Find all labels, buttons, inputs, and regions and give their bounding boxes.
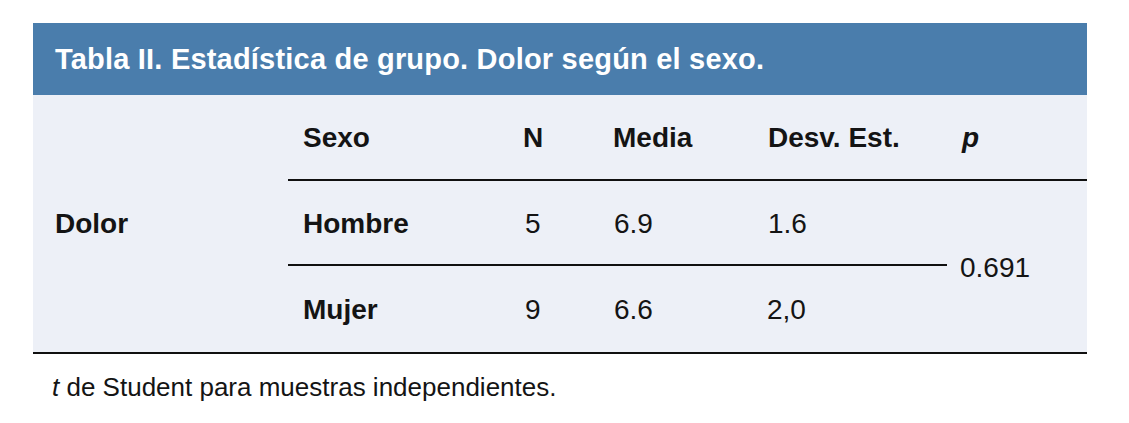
cell-sexo-mujer: Mujer (303, 293, 378, 327)
column-header-n: N (523, 121, 543, 155)
table-figure: Tabla II. Estadística de grupo. Dolor se… (0, 0, 1129, 423)
column-header-desv-est: Desv. Est. (768, 121, 900, 155)
cell-desv-hombre: 1.6 (768, 207, 807, 241)
cell-p-value: 0.691 (960, 251, 1030, 285)
footnote-text: de Student para muestras independientes. (59, 372, 556, 402)
table-bottom-rule (33, 352, 1087, 354)
table-footnote: t de Student para muestras independiente… (52, 371, 556, 403)
table-body (33, 95, 1087, 354)
column-header-media: Media (613, 121, 692, 155)
cell-n-mujer: 9 (525, 293, 541, 327)
table-title: Tabla II. Estadística de grupo. Dolor se… (33, 43, 764, 76)
cell-desv-mujer: 2,0 (767, 293, 806, 327)
cell-media-mujer: 6.6 (614, 293, 653, 327)
cell-n-hombre: 5 (525, 207, 541, 241)
cell-sexo-hombre: Hombre (303, 207, 409, 241)
cell-media-hombre: 6.9 (614, 207, 653, 241)
table-title-bar: Tabla II. Estadística de grupo. Dolor se… (33, 23, 1087, 95)
column-header-p: p (962, 121, 979, 155)
column-header-sexo: Sexo (303, 121, 370, 155)
header-underline (288, 179, 1087, 181)
row-divider (288, 264, 947, 266)
row-group-label-dolor: Dolor (55, 207, 128, 241)
